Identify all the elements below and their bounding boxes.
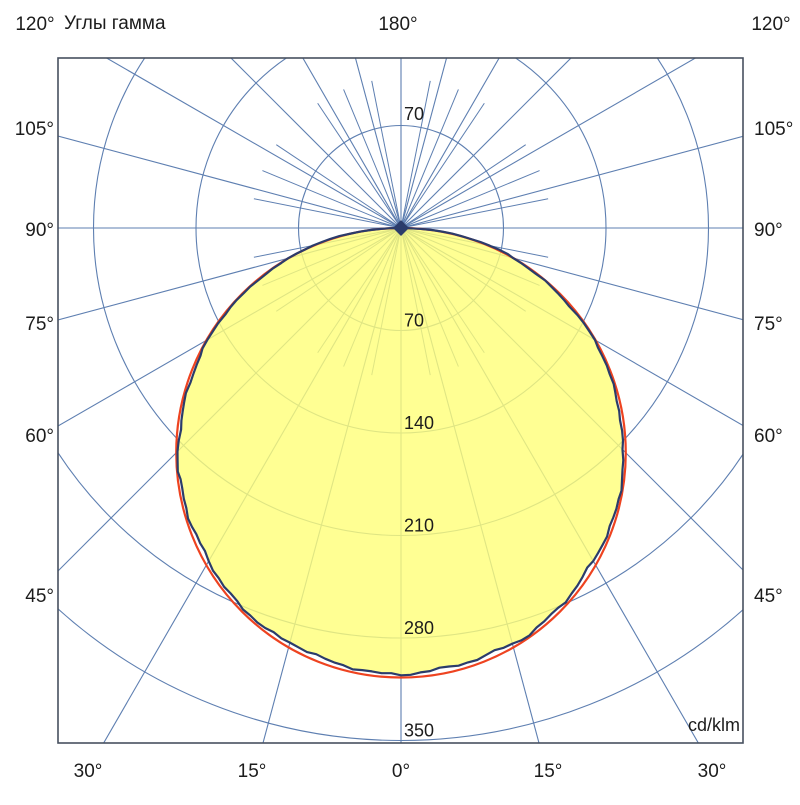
gamma-ray-fine — [400, 170, 540, 229]
gamma-label-right-105: 105° — [754, 119, 793, 140]
gamma-label-bottom-15r: 15° — [534, 761, 563, 782]
gamma-ray-fine — [343, 89, 402, 229]
gamma-label-bottom-30r: 30° — [698, 761, 727, 782]
gamma-label-top-right: 120° — [751, 14, 790, 35]
gamma-label-bottom-30l: 30° — [74, 761, 103, 782]
plot-frame — [57, 57, 744, 744]
gamma-ray-fine — [371, 80, 402, 229]
gamma-label-left-90: 90° — [25, 220, 54, 241]
gamma-label-left-60: 60° — [25, 426, 54, 447]
gamma-ray-fine — [317, 103, 402, 229]
radial-tick-350: 350 — [404, 721, 434, 741]
gamma-ray — [400, 58, 572, 229]
gamma-label-top-left: 120° — [15, 14, 54, 35]
gamma-ray-fine — [400, 80, 431, 229]
gamma-ray — [354, 58, 402, 229]
gamma-ray — [58, 227, 402, 321]
gamma-ray — [230, 58, 402, 229]
gamma-ray — [302, 58, 402, 229]
gamma-ray — [400, 58, 500, 229]
gamma-ray-fine — [262, 170, 402, 229]
intensity-curve-fill — [177, 228, 624, 676]
gamma-label-right-90: 90° — [754, 220, 783, 241]
gamma-label-left-45: 45° — [25, 586, 54, 607]
gamma-ray-fine — [400, 144, 526, 229]
gamma-ray-fine — [400, 198, 549, 229]
gamma-label-top-center: 180° — [378, 14, 417, 35]
gamma-label-bottom-0: 0° — [392, 761, 410, 782]
intensity-curve — [176, 226, 625, 677]
gamma-ray-fine — [400, 89, 459, 229]
pole-diamond-icon — [393, 220, 409, 236]
pole-marker — [393, 220, 409, 236]
gamma-ray — [400, 58, 697, 229]
chart-title: Углы гамма — [64, 13, 166, 34]
gamma-ray-fine — [253, 198, 402, 229]
radial-tick-70: 70 — [404, 311, 424, 331]
radial-tick-210: 210 — [404, 516, 434, 536]
radial-unit-label: cd/klm — [688, 715, 740, 735]
gamma-ray-fine — [276, 144, 402, 229]
radial-tick-140: 140 — [404, 413, 434, 433]
gamma-ray — [400, 227, 743, 321]
gamma-label-left-75: 75° — [25, 314, 54, 335]
radial-tick-70-upper: 70 — [404, 104, 424, 124]
gamma-label-bottom-15l: 15° — [238, 761, 267, 782]
gamma-label-right-75: 75° — [754, 314, 783, 335]
gamma-ray — [400, 135, 743, 229]
gamma-label-right-60: 60° — [754, 426, 783, 447]
radial-tick-280: 280 — [404, 618, 434, 638]
gamma-label-left-105: 105° — [15, 119, 54, 140]
gamma-ray — [58, 135, 402, 229]
gamma-label-right-45: 45° — [754, 586, 783, 607]
gamma-ray-fine — [400, 103, 485, 229]
gamma-ray — [400, 58, 448, 229]
intensity-curves — [175, 226, 627, 679]
gamma-ray — [105, 58, 402, 229]
